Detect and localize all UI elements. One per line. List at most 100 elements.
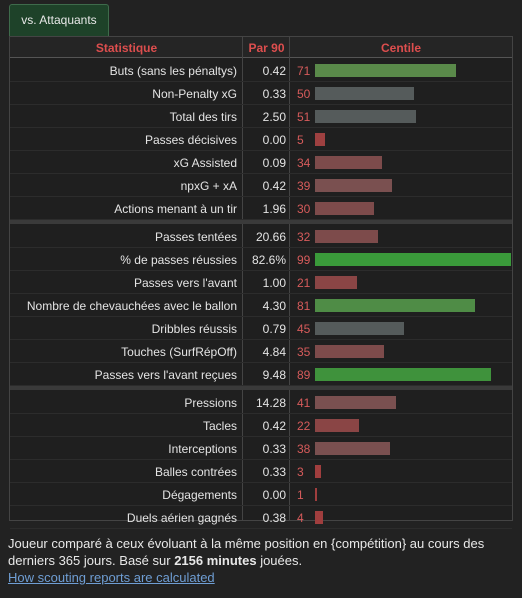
stat-label: Dribbles réussis [151, 322, 237, 336]
stat-label: Interceptions [168, 442, 237, 456]
percentile-bar [315, 202, 374, 215]
stat-label: Duels aérien gagnés [126, 511, 237, 525]
per90-value: 82.6% [251, 253, 286, 267]
stat-label: Touches (SurfRépOff) [121, 345, 237, 359]
note-minutes: 2156 minutes [174, 553, 257, 568]
table-row: Passes vers l'avant 1.00 21 [10, 271, 512, 294]
percentile-value: 1 [297, 488, 304, 502]
percentile-bar [315, 64, 456, 77]
per90-value: 0.79 [262, 322, 286, 336]
per90-value: 0.33 [262, 442, 286, 456]
percentile-bar [315, 345, 384, 358]
percentile-bar [315, 87, 414, 100]
note-text-end: jouées. [256, 553, 303, 568]
percentile-value: 50 [297, 87, 311, 101]
stat-label: Nombre de chevauchées avec le ballon [26, 299, 237, 313]
percentile-bar [315, 299, 475, 312]
percentile-bar [315, 133, 325, 146]
per90-value: 1.96 [262, 202, 286, 216]
header-centile: Centile [380, 41, 421, 55]
stat-label: Balles contrées [154, 465, 237, 479]
per90-value: 0.42 [262, 179, 286, 193]
per90-value: 14.28 [255, 396, 286, 410]
percentile-value: 30 [297, 202, 311, 216]
percentile-value: 51 [297, 110, 311, 124]
table-row: Passes vers l'avant reçues 9.48 89 [10, 363, 512, 386]
table-row: Non-Penalty xG 0.33 50 [10, 82, 512, 105]
stat-label: Buts (sans les pénaltys) [109, 64, 237, 78]
percentile-value: 22 [297, 419, 311, 433]
table-row: Dégagements 0.00 1 [10, 483, 512, 506]
percentile-value: 71 [297, 64, 311, 78]
per90-value: 9.48 [262, 368, 286, 382]
per90-value: 4.84 [262, 345, 286, 359]
percentile-bar [315, 396, 396, 409]
percentile-bar [315, 419, 359, 432]
percentile-bar [315, 156, 382, 169]
table-row: Actions menant à un tir 1.96 30 [10, 197, 512, 220]
table-row: Tacles 0.42 22 [10, 414, 512, 437]
percentile-bar [315, 442, 390, 455]
percentile-value: 21 [297, 276, 311, 290]
percentile-value: 5 [297, 133, 304, 147]
percentile-value: 81 [297, 299, 311, 313]
per90-value: 2.50 [262, 110, 286, 124]
per90-value: 20.66 [255, 230, 286, 244]
table-row: Duels aérien gagnés 0.38 4 [10, 506, 512, 529]
per90-value: 0.42 [262, 419, 286, 433]
header-par-90: Par 90 [248, 41, 285, 55]
percentile-bar [315, 276, 357, 289]
group-separator [10, 220, 512, 224]
per90-value: 0.00 [262, 133, 286, 147]
note-text: Joueur comparé à ceux évoluant à la même… [8, 536, 485, 568]
table-row: Interceptions 0.33 38 [10, 437, 512, 460]
stat-label: Passes vers l'avant reçues [94, 368, 237, 382]
table-row: Dribbles réussis 0.79 45 [10, 317, 512, 340]
percentile-value: 99 [297, 253, 311, 267]
tab-vs-attaquants[interactable]: vs. Attaquants [9, 4, 109, 36]
scouting-reports-link[interactable]: How scouting reports are calculated [8, 570, 215, 585]
group-separator [10, 386, 512, 390]
percentile-value: 39 [297, 179, 311, 193]
percentile-value: 89 [297, 368, 311, 382]
table-row: Passes décisives 0.00 5 [10, 128, 512, 151]
per90-value: 0.42 [262, 64, 286, 78]
per90-value: 1.00 [262, 276, 286, 290]
table-row: Balles contrées 0.33 3 [10, 460, 512, 483]
stat-label: Passes vers l'avant [133, 276, 237, 290]
percentile-value: 45 [297, 322, 311, 336]
percentile-value: 3 [297, 465, 304, 479]
percentile-value: 4 [297, 511, 304, 525]
column-divider [242, 37, 243, 520]
column-divider [289, 37, 290, 520]
percentile-bar [315, 230, 378, 243]
per90-value: 0.38 [262, 511, 286, 525]
header-statistique: Statistique [95, 41, 158, 55]
stat-label: Tacles [202, 419, 237, 433]
per90-value: 0.33 [262, 87, 286, 101]
percentile-value: 38 [297, 442, 311, 456]
percentile-bar [315, 322, 404, 335]
percentile-bar [315, 465, 321, 478]
stat-label: Passes décisives [144, 133, 237, 147]
per90-value: 0.33 [262, 465, 286, 479]
stat-label: Non-Penalty xG [152, 87, 237, 101]
percentile-value: 35 [297, 345, 311, 359]
percentile-bar [315, 488, 317, 501]
table-row: Passes tentées 20.66 32 [10, 225, 512, 248]
table-row: Total des tirs 2.50 51 [10, 105, 512, 128]
table-header: Statistique Par 90 Centile [10, 37, 512, 58]
percentile-bar [315, 511, 323, 524]
stat-label: xG Assisted [173, 156, 237, 170]
stat-label: Dégagements [162, 488, 237, 502]
table-row: Buts (sans les pénaltys) 0.42 71 [10, 59, 512, 82]
table-row: npxG + xA 0.42 39 [10, 174, 512, 197]
per90-value: 0.00 [262, 488, 286, 502]
stat-label: Passes tentées [154, 230, 237, 244]
report-note: Joueur comparé à ceux évoluant à la même… [8, 535, 514, 586]
percentile-value: 32 [297, 230, 311, 244]
stat-label: npxG + xA [180, 179, 237, 193]
table-row: xG Assisted 0.09 34 [10, 151, 512, 174]
per90-value: 4.30 [262, 299, 286, 313]
stat-label: Pressions [184, 396, 237, 410]
